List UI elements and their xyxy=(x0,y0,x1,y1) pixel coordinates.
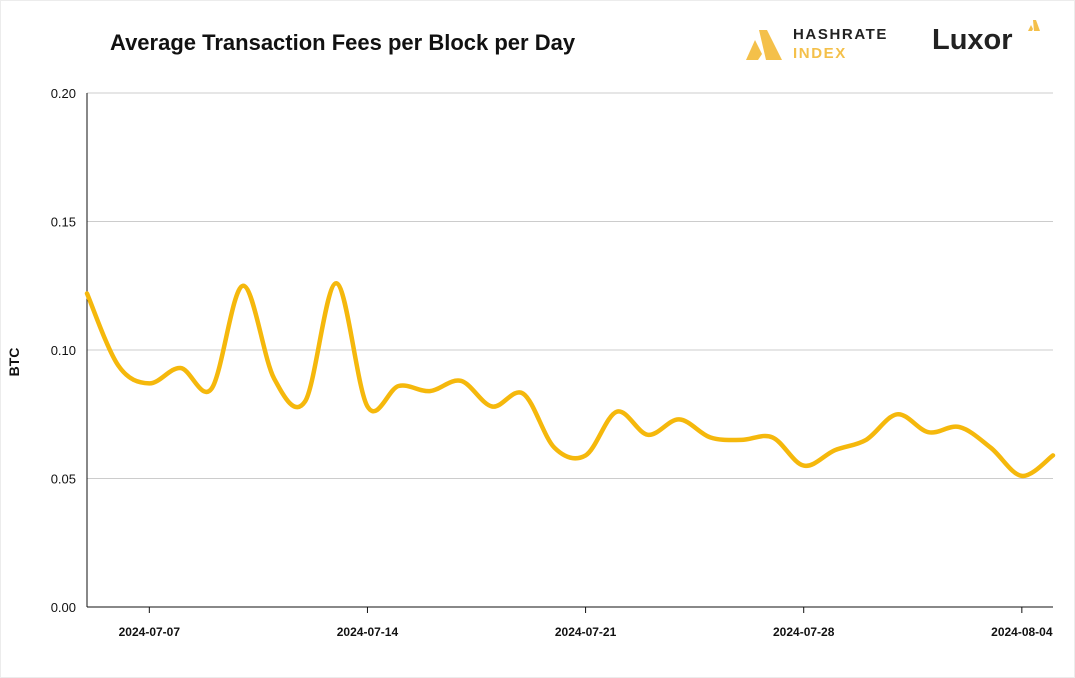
hashrate-index-logo-icon xyxy=(746,30,782,60)
y-tick-label: 0.20 xyxy=(51,86,76,101)
x-tick-label: 2024-07-07 xyxy=(119,625,181,639)
y-tick-label: 0.05 xyxy=(51,472,76,487)
x-tick-label: 2024-08-04 xyxy=(991,625,1053,639)
luxor-logo-text: Luxor xyxy=(932,24,1013,56)
chart-title: Average Transaction Fees per Block per D… xyxy=(110,30,576,55)
series-line xyxy=(84,280,1056,479)
luxor-logo-mark-icon xyxy=(1028,20,1040,31)
x-tick-label: 2024-07-28 xyxy=(773,625,835,639)
hashrate-logo-text-line2: INDEX xyxy=(793,45,847,62)
y-tick-label: 0.00 xyxy=(51,600,76,615)
x-tick-label: 2024-07-21 xyxy=(555,625,617,639)
y-tick-label: 0.15 xyxy=(51,215,76,230)
x-tick-label: 2024-07-14 xyxy=(337,625,399,639)
hashrate-logo-text-line1: HASHRATE xyxy=(793,26,889,43)
luxor-logo: Luxor xyxy=(932,20,1042,64)
hashrate-index-logo: HASHRATE INDEX xyxy=(745,24,915,66)
y-tick-label: 0.10 xyxy=(51,343,76,358)
